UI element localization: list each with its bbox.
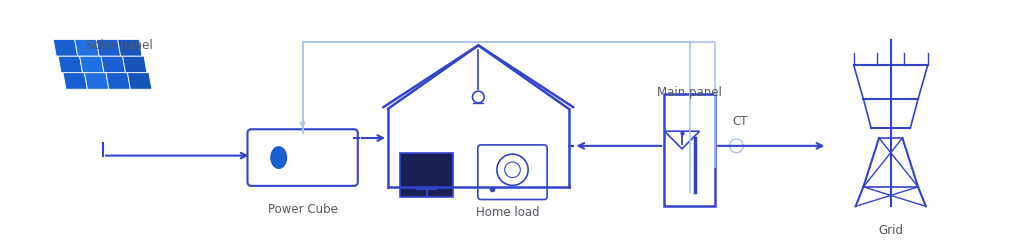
- Polygon shape: [85, 73, 109, 89]
- Ellipse shape: [271, 147, 287, 168]
- Polygon shape: [58, 56, 83, 73]
- FancyBboxPatch shape: [248, 129, 357, 186]
- FancyBboxPatch shape: [478, 145, 547, 200]
- Polygon shape: [96, 40, 121, 56]
- Text: Home load: Home load: [476, 206, 540, 219]
- Polygon shape: [101, 56, 126, 73]
- Circle shape: [497, 154, 528, 185]
- Text: Solar panel: Solar panel: [86, 39, 153, 52]
- Polygon shape: [127, 73, 152, 89]
- Polygon shape: [75, 40, 99, 56]
- Polygon shape: [123, 56, 147, 73]
- Polygon shape: [63, 73, 87, 89]
- FancyBboxPatch shape: [399, 153, 454, 197]
- FancyBboxPatch shape: [665, 94, 715, 206]
- Circle shape: [472, 91, 484, 103]
- Text: Power Cube: Power Cube: [267, 203, 338, 216]
- Text: Grid: Grid: [879, 224, 903, 237]
- Circle shape: [505, 162, 520, 178]
- Polygon shape: [80, 56, 104, 73]
- Polygon shape: [53, 40, 78, 56]
- Polygon shape: [665, 131, 699, 149]
- Text: CT: CT: [732, 115, 749, 128]
- Polygon shape: [118, 40, 142, 56]
- Text: Main panel: Main panel: [657, 86, 722, 99]
- Circle shape: [730, 139, 743, 153]
- Polygon shape: [105, 73, 130, 89]
